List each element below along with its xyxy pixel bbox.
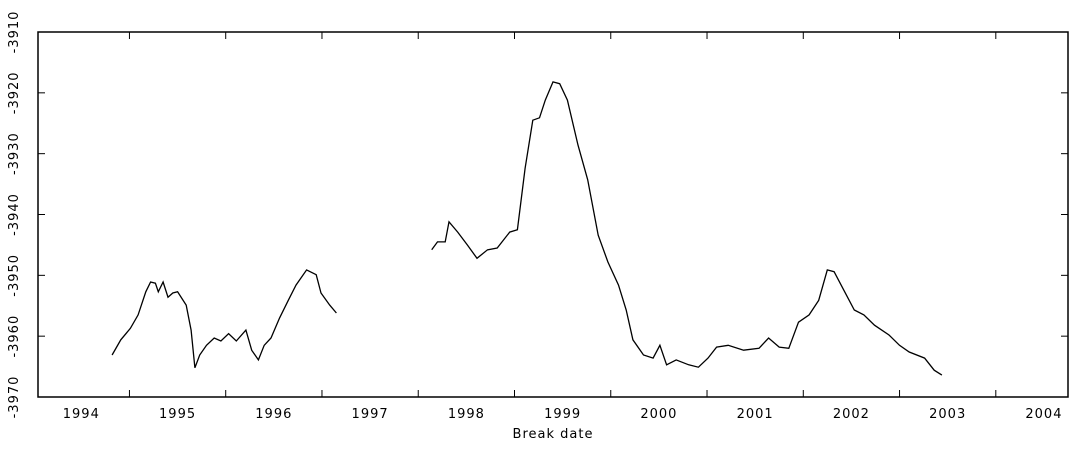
x-tick-label: 2004 <box>1025 407 1062 422</box>
y-tick-label: -3910 <box>7 11 22 54</box>
y-tick-label: -3920 <box>7 71 22 114</box>
y-tick-label: -3940 <box>7 193 22 236</box>
x-tick-label: 1999 <box>544 407 581 422</box>
y-tick-label: -3950 <box>7 254 22 297</box>
x-tick-label: 1994 <box>63 407 100 422</box>
x-tick-label: 2003 <box>929 407 966 422</box>
x-tick-label: 2002 <box>833 407 870 422</box>
x-axis-label: Break date <box>513 427 594 442</box>
x-tick-label: 2000 <box>640 407 677 422</box>
y-tick-label: -3930 <box>7 132 22 175</box>
x-tick-label: 1997 <box>352 407 389 422</box>
x-tick-label: 2001 <box>737 407 774 422</box>
data-line <box>111 81 943 376</box>
x-tick-label: 1996 <box>255 407 292 422</box>
x-tick-label: 1995 <box>159 407 196 422</box>
y-tick-label: -3960 <box>7 315 22 358</box>
y-tick-label: -3970 <box>7 376 22 419</box>
x-tick-label: 1998 <box>448 407 485 422</box>
